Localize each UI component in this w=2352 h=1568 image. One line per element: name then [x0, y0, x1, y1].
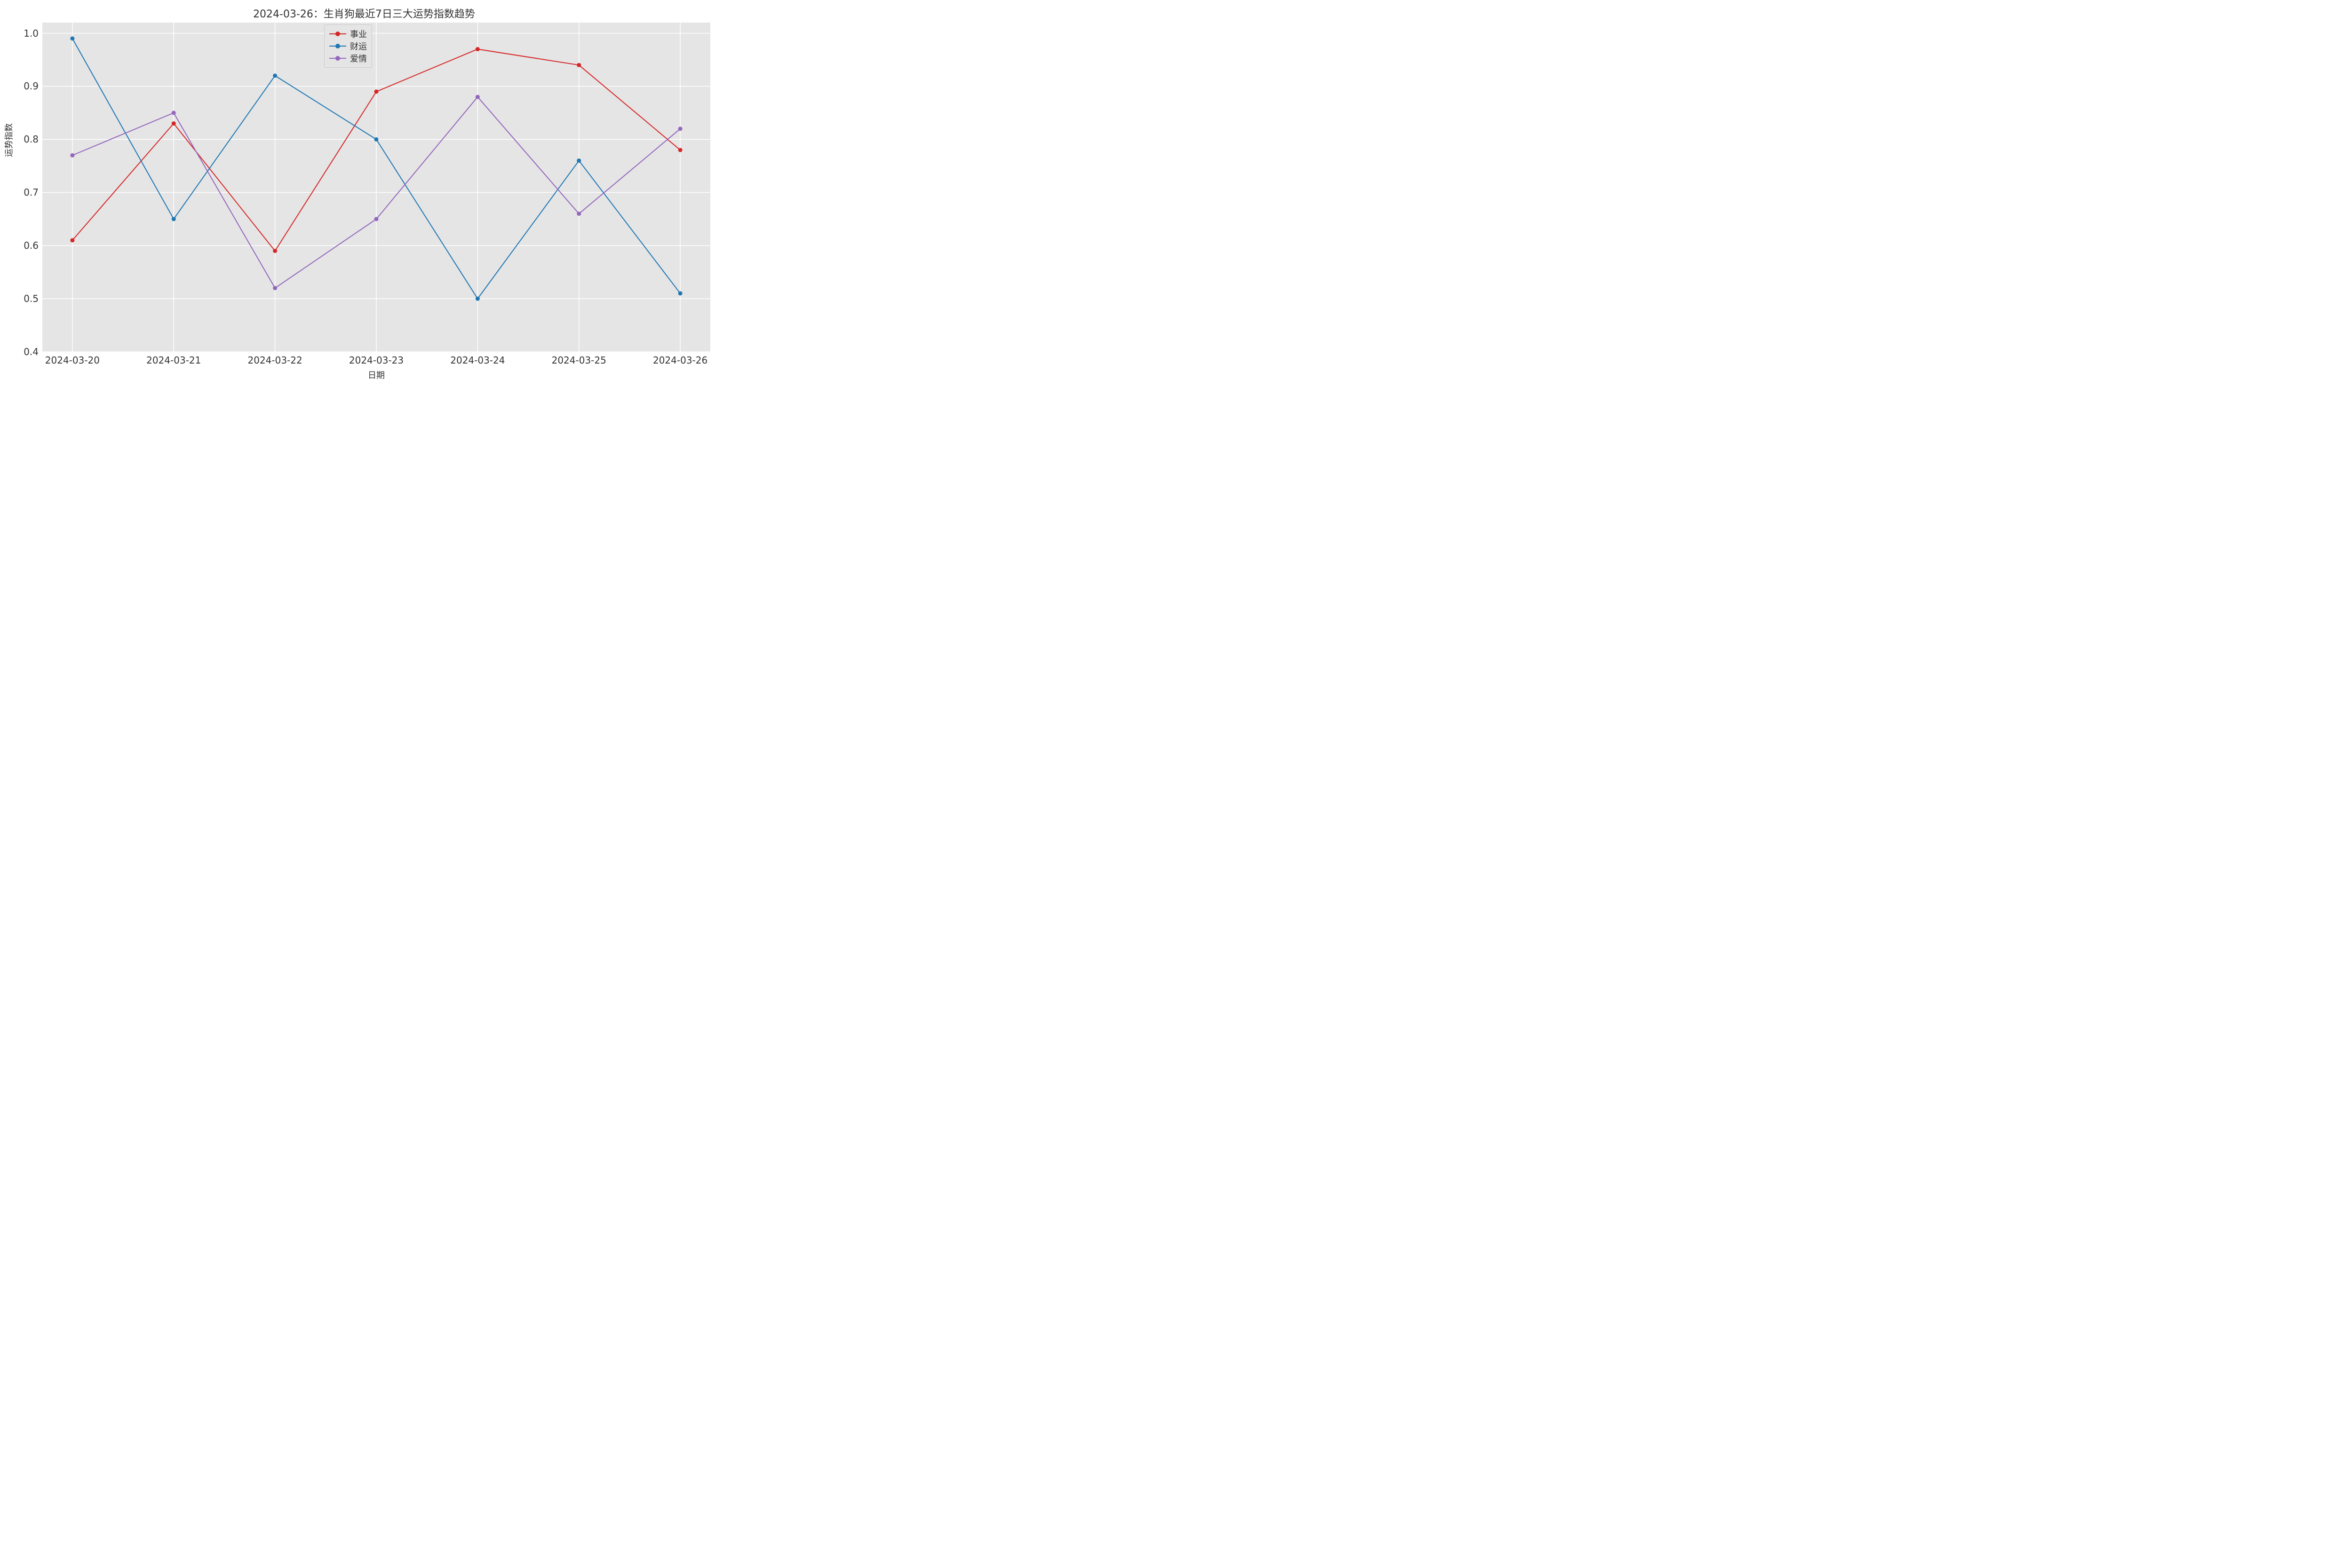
- y-tick-label: 0.8: [24, 134, 39, 145]
- y-tick-label: 0.7: [24, 187, 39, 198]
- x-tick-label: 2024-03-26: [653, 355, 707, 366]
- legend-item: 财运: [329, 40, 367, 52]
- x-tick-label: 2024-03-25: [552, 355, 606, 366]
- legend: 事业财运爱情: [324, 24, 372, 68]
- y-tick-label: 0.5: [24, 293, 39, 304]
- x-tick-label: 2024-03-20: [45, 355, 100, 366]
- x-tick-label: 2024-03-21: [146, 355, 201, 366]
- y-tick-label: 1.0: [24, 28, 39, 39]
- legend-label: 事业: [350, 28, 367, 40]
- x-axis-label: 日期: [368, 369, 385, 381]
- x-tick-label: 2024-03-22: [248, 355, 302, 366]
- figure: 2024-03-26：生肖狗最近7日三大运势指数趋势 2024-03-20202…: [0, 0, 728, 391]
- legend-label: 爱情: [350, 52, 367, 64]
- y-tick-label: 0.6: [24, 240, 39, 251]
- x-tick-label: 2024-03-24: [450, 355, 505, 366]
- legend-label: 财运: [350, 40, 367, 52]
- legend-swatch: [329, 42, 346, 50]
- legend-item: 事业: [329, 28, 367, 40]
- legend-item: 爱情: [329, 52, 367, 64]
- legend-swatch: [329, 55, 346, 62]
- x-tick-label: 2024-03-23: [349, 355, 404, 366]
- legend-swatch: [329, 30, 346, 38]
- y-tick-label: 0.9: [24, 80, 39, 92]
- y-tick-label: 0.4: [24, 346, 39, 357]
- y-axis-label: 运势指数: [2, 93, 15, 187]
